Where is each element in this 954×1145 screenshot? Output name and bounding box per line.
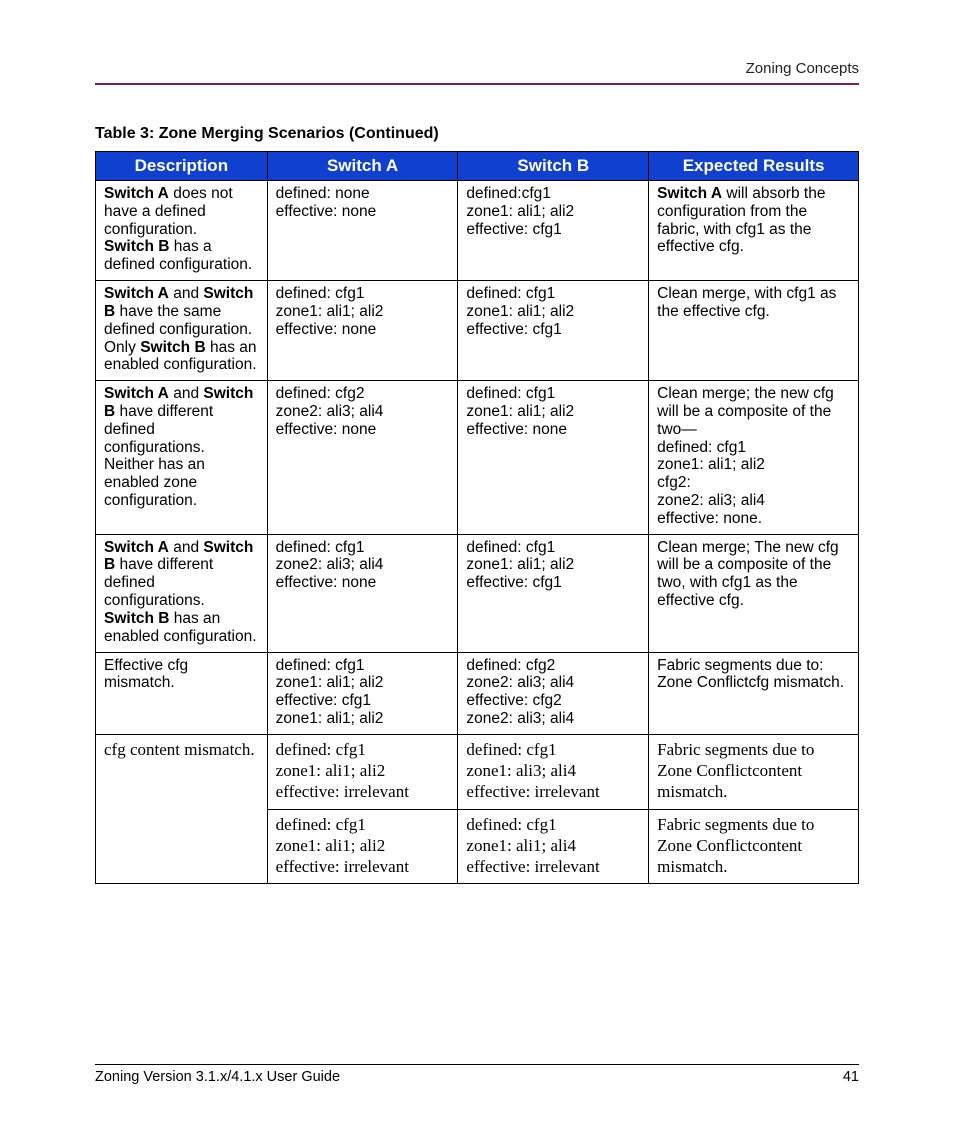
cell-expected-results: Fabric segments due to Zone Conflictcont…: [649, 734, 859, 809]
running-header: Zoning Concepts: [95, 60, 859, 77]
table-row: Switch A and Switch B have different def…: [96, 534, 859, 652]
page-footer: Zoning Version 3.1.x/4.1.x User Guide 41: [95, 1064, 859, 1085]
cell-description: Effective cfg mismatch.: [96, 652, 268, 734]
cell-switch-a: defined: cfg1zone2: ali3; ali4effective:…: [267, 534, 458, 652]
table-caption: Table 3: Zone Merging Scenarios (Continu…: [95, 125, 859, 143]
cell-description: cfg content mismatch.: [96, 734, 268, 884]
col-header-description: Description: [96, 152, 268, 181]
table-row: Switch A does not have a defined configu…: [96, 181, 859, 281]
cell-switch-b: defined: cfg2zone2: ali3; ali4effective:…: [458, 652, 649, 734]
cell-switch-a: defined: cfg1zone1: ali1; ali2effective:…: [267, 652, 458, 734]
cell-switch-b: defined: cfg1zone1: ali1; ali2effective:…: [458, 281, 649, 381]
cell-switch-b: defined: cfg1zone1: ali3; ali4effective:…: [458, 734, 649, 809]
cell-switch-a: defined: cfg1zone1: ali1; ali2effective:…: [267, 809, 458, 884]
cell-switch-a: defined: cfg1zone1: ali1; ali2effective:…: [267, 734, 458, 809]
cell-switch-b: defined: cfg1zone1: ali1; ali4effective:…: [458, 809, 649, 884]
footer-doc-title: Zoning Version 3.1.x/4.1.x User Guide: [95, 1069, 340, 1085]
cell-description: Switch A and Switch B have different def…: [96, 381, 268, 535]
col-header-expected-results: Expected Results: [649, 152, 859, 181]
table-row: Effective cfg mismatch.defined: cfg1zone…: [96, 652, 859, 734]
cell-switch-a: defined: cfg1zone1: ali1; ali2effective:…: [267, 281, 458, 381]
table-row: cfg content mismatch.defined: cfg1zone1:…: [96, 734, 859, 809]
cell-description: Switch A and Switch B have different def…: [96, 534, 268, 652]
merging-scenarios-table: Description Switch A Switch B Expected R…: [95, 151, 859, 884]
table-row: Switch A and Switch B have different def…: [96, 381, 859, 535]
col-header-switch-a: Switch A: [267, 152, 458, 181]
table-header-row: Description Switch A Switch B Expected R…: [96, 152, 859, 181]
header-divider: [95, 83, 859, 85]
cell-description: Switch A does not have a defined configu…: [96, 181, 268, 281]
cell-description: Switch A and Switch B have the same defi…: [96, 281, 268, 381]
cell-expected-results: Fabric segments due to Zone Conflictcont…: [649, 809, 859, 884]
cell-expected-results: Clean merge; the new cfg will be a compo…: [649, 381, 859, 535]
cell-switch-b: defined:cfg1zone1: ali1; ali2effective: …: [458, 181, 649, 281]
cell-switch-a: defined: noneeffective: none: [267, 181, 458, 281]
cell-switch-a: defined: cfg2zone2: ali3; ali4effective:…: [267, 381, 458, 535]
cell-expected-results: Clean merge; The new cfg will be a compo…: [649, 534, 859, 652]
col-header-switch-b: Switch B: [458, 152, 649, 181]
cell-expected-results: Clean merge, with cfg1 as the effective …: [649, 281, 859, 381]
cell-expected-results: Fabric segments due to: Zone Conflictcfg…: [649, 652, 859, 734]
table-row: Switch A and Switch B have the same defi…: [96, 281, 859, 381]
cell-switch-b: defined: cfg1zone1: ali1; ali2effective:…: [458, 381, 649, 535]
cell-switch-b: defined: cfg1zone1: ali1; ali2effective:…: [458, 534, 649, 652]
footer-page-number: 41: [843, 1069, 859, 1085]
cell-expected-results: Switch A will absorb the configuration f…: [649, 181, 859, 281]
footer-rule: [95, 1064, 859, 1065]
